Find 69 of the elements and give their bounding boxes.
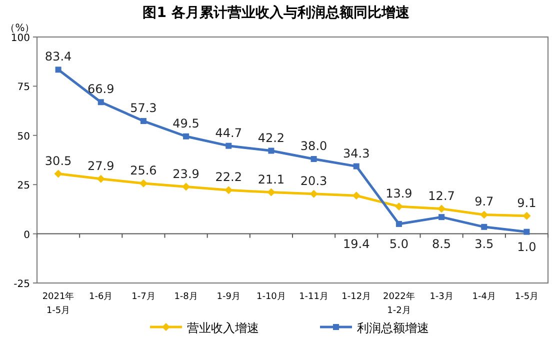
data-label: 57.3: [130, 101, 157, 116]
point: [139, 179, 148, 188]
x-tick-label: 1-10月: [256, 292, 286, 302]
data-label: 5.0: [389, 236, 409, 251]
data-label: 83.4: [44, 50, 72, 64]
point: [224, 186, 233, 194]
x-tick-label: 1-6月: [89, 292, 113, 302]
data-label: 23.9: [172, 166, 200, 181]
y-tick-label: 100: [10, 33, 30, 44]
data-label: 38.0: [300, 139, 328, 154]
data-label: 44.7: [215, 126, 242, 140]
data-label: 9.1: [517, 196, 536, 210]
data-label: 3.5: [474, 236, 494, 251]
point: [396, 220, 402, 227]
data-label: 12.7: [428, 188, 455, 203]
point: [226, 142, 232, 149]
point: [310, 156, 317, 162]
data-label: 30.5: [44, 154, 72, 168]
legend-label: 利润总额增速: [357, 321, 429, 335]
data-label: 20.3: [300, 174, 328, 188]
x-tick-label: 1-8月: [174, 292, 198, 302]
data-label: 27.9: [88, 158, 114, 173]
data-label: 9.7: [474, 194, 494, 209]
x-tick-label: 2021年 1-5月: [42, 291, 74, 316]
y-tick-label: 50: [17, 131, 30, 142]
data-label: 22.2: [215, 170, 242, 184]
data-label: 42.2: [258, 130, 285, 145]
y-tick-label: 25: [17, 180, 30, 192]
y-tick-label: -25: [14, 279, 30, 290]
data-label: 66.9: [88, 82, 114, 96]
point: [55, 66, 62, 73]
point: [438, 214, 445, 220]
data-label: 1.0: [517, 240, 536, 254]
point: [394, 202, 403, 210]
y-tick-label: 75: [17, 82, 30, 94]
data-label: 25.6: [130, 163, 157, 178]
point: [98, 99, 104, 106]
legend-label: 营业收入增速: [187, 321, 259, 335]
x-tick-label: 1-12月: [342, 292, 372, 302]
point: [267, 188, 276, 196]
point: [481, 224, 488, 230]
x-tick-label: 1-9月: [216, 292, 240, 302]
point: [140, 118, 146, 124]
x-tick-label: 1-4月: [472, 292, 496, 302]
point: [353, 163, 360, 170]
y-axis-title: （%）: [5, 23, 35, 34]
point: [522, 212, 531, 220]
point: [268, 148, 274, 154]
point: [96, 174, 105, 183]
data-label: 13.9: [386, 186, 412, 200]
data-label: 34.3: [343, 146, 370, 160]
point: [480, 210, 488, 219]
data-label: 8.5: [432, 236, 452, 251]
data-label: 49.5: [172, 116, 200, 130]
x-tick-label: 2022年 1-2月: [383, 291, 415, 316]
point: [438, 204, 446, 213]
data-label: 21.1: [258, 172, 285, 186]
point: [352, 192, 360, 200]
point: [54, 170, 62, 178]
point: [183, 133, 190, 140]
y-tick-label: 0: [24, 230, 30, 241]
data-label: 19.4: [343, 236, 370, 251]
x-tick-label: 1-5月: [514, 292, 539, 302]
point: [182, 182, 190, 191]
x-tick-label: 1-7月: [132, 292, 156, 302]
chart-title: 图1 各月累计营业收入与利润总额同比增速: [142, 4, 410, 21]
x-tick-label: 1-3月: [430, 292, 454, 302]
x-tick-label: 1-11月: [299, 292, 329, 302]
point: [524, 228, 530, 235]
